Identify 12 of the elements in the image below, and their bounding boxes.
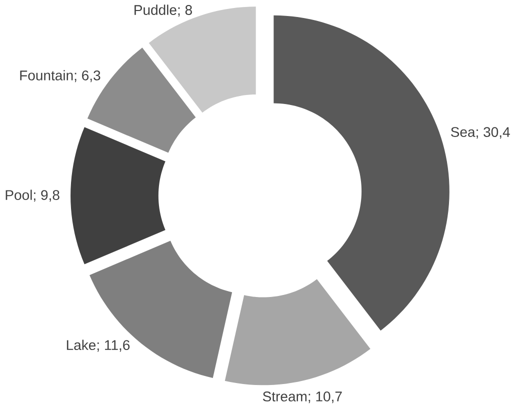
slice-label: Pool bbox=[6, 190, 32, 200]
slice-label: Stream bbox=[262, 392, 307, 402]
slice-label: Fountain bbox=[20, 70, 73, 81]
data-label: ; 8 bbox=[178, 5, 192, 17]
data-label: ; 9,8 bbox=[34, 190, 60, 202]
data-label: ; 30,4 bbox=[476, 127, 510, 139]
slice-label: Lake bbox=[66, 340, 96, 350]
data-label: ; 11,6 bbox=[97, 340, 130, 352]
data-label: ; 6,3 bbox=[74, 70, 100, 82]
slice-label: Puddle bbox=[134, 4, 176, 16]
slice-label: Sea bbox=[451, 127, 476, 138]
data-label: ; 10,7 bbox=[308, 392, 342, 404]
